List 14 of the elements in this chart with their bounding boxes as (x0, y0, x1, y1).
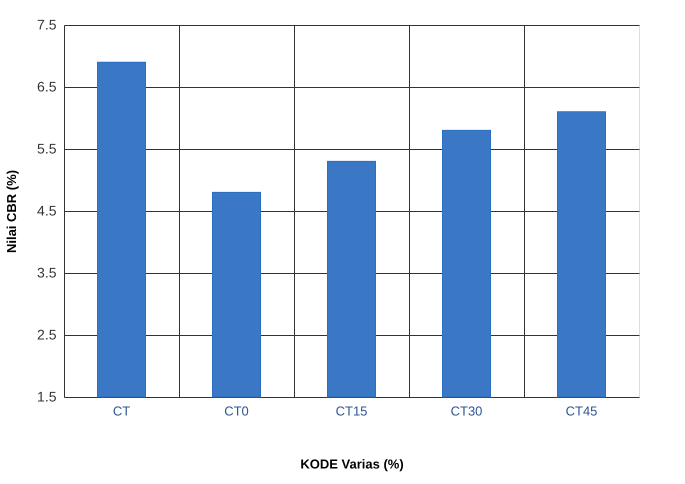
y-axis-title: Nilai CBR (%) (4, 170, 20, 254)
x-tick-label: CT (112, 404, 130, 418)
y-tick-label: 6.5 (37, 78, 57, 94)
y-tick-label: 2.5 (37, 326, 57, 342)
y-tick-label: 4.5 (37, 202, 57, 218)
y-tick-label: 5.5 (37, 140, 57, 156)
y-tick-label: 7.5 (37, 16, 57, 32)
y-tick-label: 1.5 (37, 388, 57, 404)
x-tick-label: CT15 (336, 404, 368, 418)
x-tick-label: CT0 (224, 404, 249, 418)
x-tick-label: CT45 (566, 404, 598, 418)
x-axis-title: KODE Varias (%) (300, 456, 404, 472)
x-tick-label: CT30 (450, 404, 482, 418)
y-tick-label: 3.5 (37, 264, 57, 280)
